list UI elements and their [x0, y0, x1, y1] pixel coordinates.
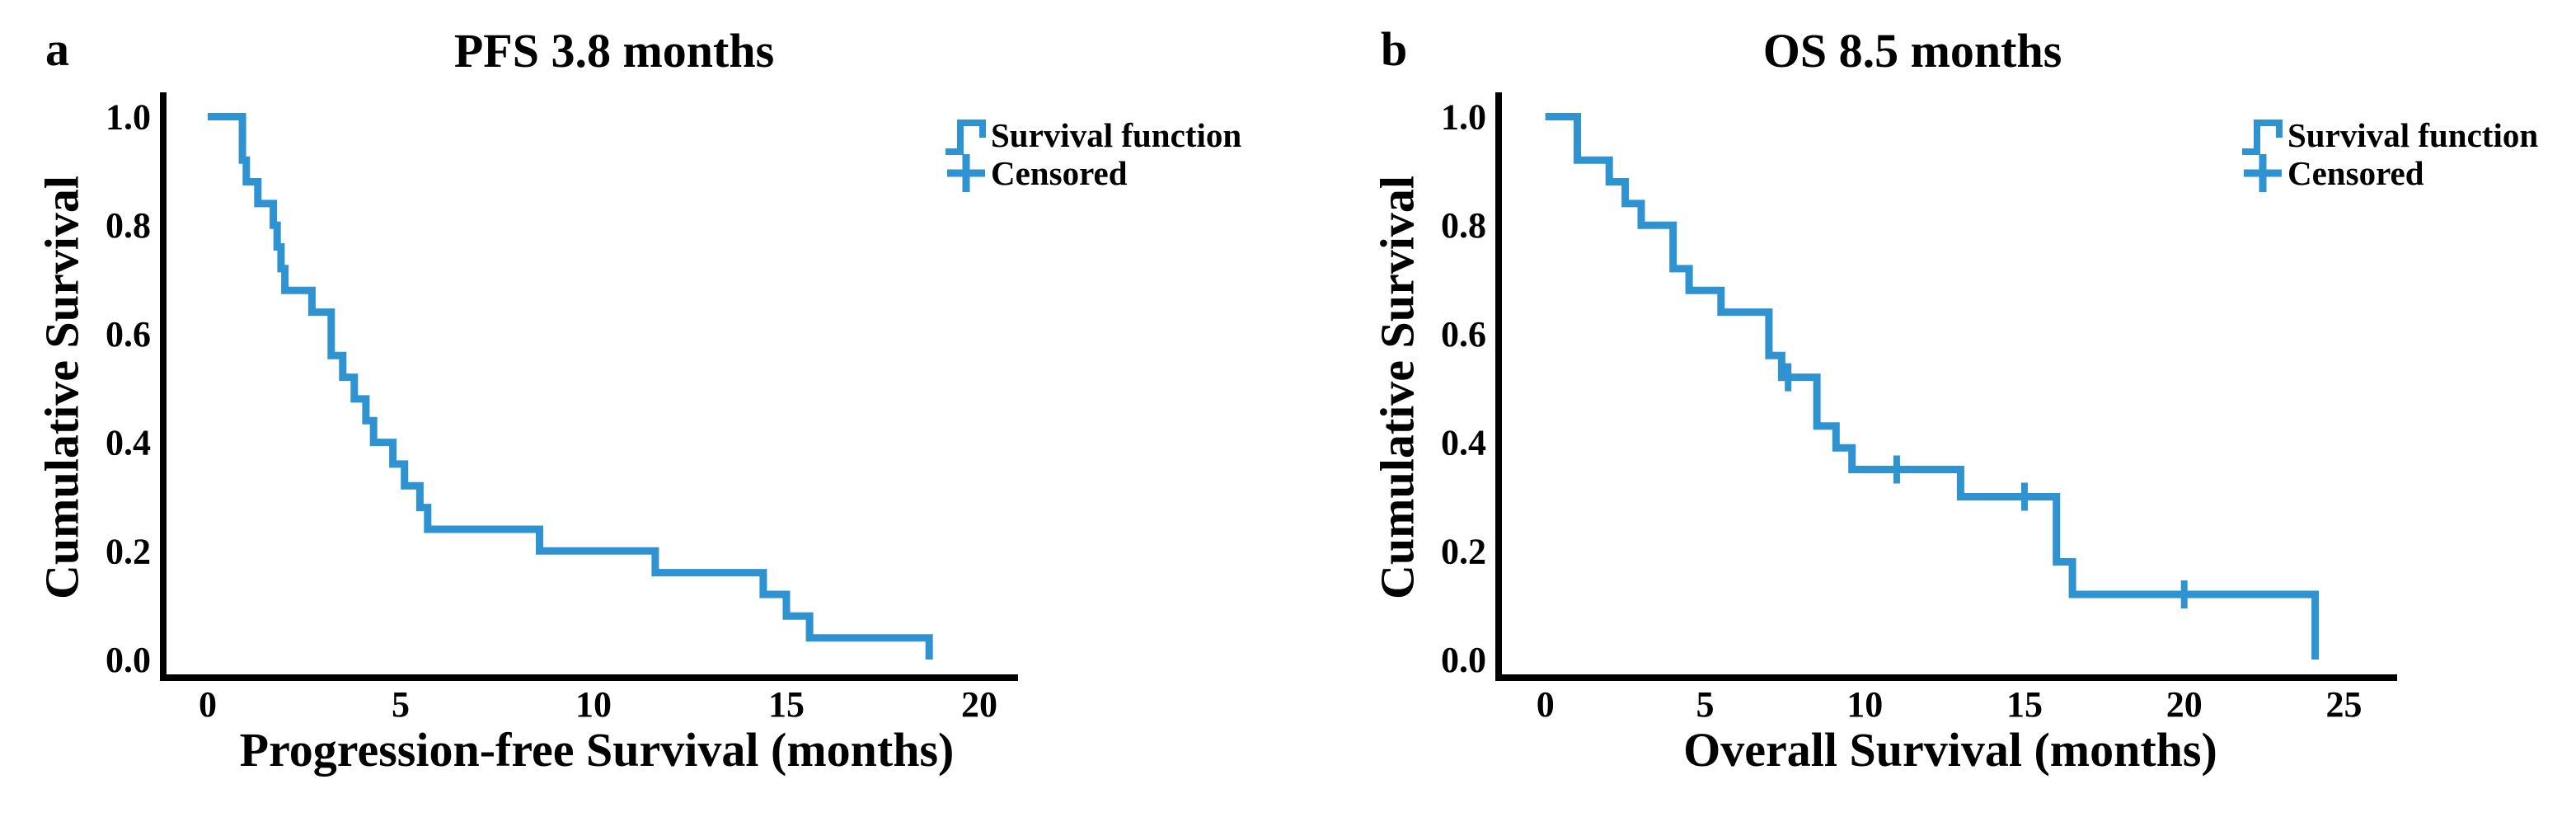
x-axis-title-a: Progression-free Survival (months)	[239, 723, 955, 777]
survival-step-icon	[945, 120, 986, 155]
legend-survival-b: Survival function	[2240, 115, 2538, 155]
y-axis-title-b: Cumulative Survival	[1370, 176, 1424, 599]
y-tick-label: 0.8	[1441, 205, 1486, 246]
x-tick-label: 0	[1537, 684, 1555, 725]
legend-survival-label: Survival function	[2287, 116, 2539, 154]
y-tick-label: 0.4	[106, 423, 151, 463]
panel-b: 1.0 0.8 0.6 0.4 0.2 0.0 0 5 10 15 20 25	[1441, 92, 2397, 725]
x-tick-label: 15	[2006, 684, 2043, 725]
y-tick-label: 0.2	[1441, 531, 1486, 571]
legend-censored-a: Censored	[943, 153, 1128, 193]
y-tick-label: 1.0	[1441, 97, 1486, 138]
x-tick-label: 10	[575, 684, 612, 725]
x-tick-label: 0	[199, 684, 217, 725]
legend-survival-a: Survival function	[943, 115, 1241, 155]
x-tick-label: 5	[1696, 684, 1714, 725]
y-tick-label: 1.0	[106, 97, 151, 138]
x-tick-label: 10	[1846, 684, 1883, 725]
y-tick-label: 0.6	[106, 314, 151, 355]
x-tick-label: 5	[392, 684, 410, 725]
panel-a: 1.0 0.8 0.6 0.4 0.2 0.0 0 5 10 15 20	[106, 92, 1018, 725]
y-axis-title-a: Cumulative Survival	[35, 176, 89, 599]
y-tick-label: 0.8	[106, 205, 151, 246]
panel-title-pfs: PFS 3.8 months	[453, 24, 775, 77]
survival-curve-b	[1545, 113, 2320, 660]
panel-letter-a: a	[45, 22, 69, 76]
x-tick-label: 20	[961, 684, 997, 725]
legend-censored-label: Censored	[991, 154, 1128, 192]
censored-plus-icon	[947, 154, 985, 192]
legend-survival-label: Survival function	[991, 116, 1242, 154]
y-tick-label: 0.4	[1441, 423, 1486, 463]
y-tick-label: 0.2	[106, 531, 151, 571]
y-tick-label: 0.0	[106, 640, 151, 680]
panel-letter-b: b	[1381, 22, 1408, 76]
x-tick-label: 20	[2166, 684, 2203, 725]
survival-step-icon	[2242, 120, 2283, 155]
x-axis-title-b: Overall Survival (months)	[1683, 723, 2217, 777]
x-tick-label: 15	[768, 684, 805, 725]
legend-censored-label: Censored	[2287, 154, 2424, 192]
censored-plus-icon	[2244, 154, 2282, 192]
legend-censored-b: Censored	[2240, 153, 2424, 193]
y-tick-label: 0.6	[1441, 314, 1486, 355]
survival-curve-a	[208, 113, 933, 660]
x-tick-label: 25	[2325, 684, 2362, 725]
panel-title-os: OS 8.5 months	[1762, 24, 2062, 77]
y-tick-label: 0.0	[1441, 640, 1486, 680]
